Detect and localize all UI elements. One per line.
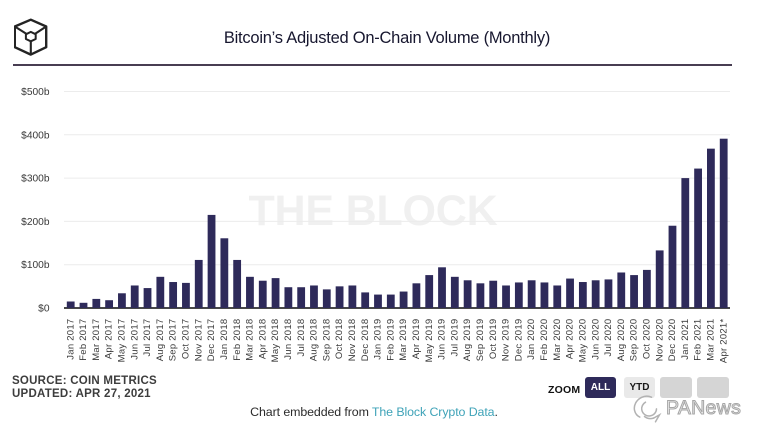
svg-text:Feb 2020: Feb 2020 <box>539 319 550 361</box>
svg-text:Dec 2019: Dec 2019 <box>513 319 524 362</box>
svg-text:Oct 2017: Oct 2017 <box>181 319 192 360</box>
svg-text:Nov 2018: Nov 2018 <box>347 319 358 362</box>
svg-text:Feb 2021: Feb 2021 <box>693 319 704 361</box>
svg-text:$200b: $200b <box>21 217 50 228</box>
svg-text:$500b: $500b <box>21 87 50 98</box>
svg-text:Aug 2020: Aug 2020 <box>616 319 627 362</box>
svg-text:Jan 2018: Jan 2018 <box>219 319 230 360</box>
svg-text:May 2017: May 2017 <box>117 319 128 363</box>
svg-text:$300b: $300b <box>21 174 50 185</box>
svg-text:$0: $0 <box>38 304 50 315</box>
svg-text:$400b: $400b <box>21 130 50 141</box>
svg-text:Feb 2019: Feb 2019 <box>385 319 396 361</box>
svg-text:Sep 2020: Sep 2020 <box>629 319 640 362</box>
svg-text:$100b: $100b <box>21 260 50 271</box>
svg-text:May 2020: May 2020 <box>577 319 588 363</box>
svg-text:Apr 2017: Apr 2017 <box>104 319 115 360</box>
svg-text:Aug 2019: Aug 2019 <box>462 319 473 362</box>
svg-text:Nov 2020: Nov 2020 <box>654 319 665 362</box>
svg-text:Aug 2018: Aug 2018 <box>309 319 320 362</box>
svg-text:Aug 2017: Aug 2017 <box>155 319 166 362</box>
svg-text:Oct 2018: Oct 2018 <box>334 319 345 360</box>
svg-text:Apr 2021*: Apr 2021* <box>718 319 729 364</box>
svg-text:Feb 2017: Feb 2017 <box>78 319 89 361</box>
svg-text:Jan 2017: Jan 2017 <box>65 319 76 360</box>
svg-text:Jun 2018: Jun 2018 <box>283 319 294 360</box>
svg-text:Jun 2019: Jun 2019 <box>437 319 448 360</box>
svg-text:Jul 2017: Jul 2017 <box>142 319 153 357</box>
svg-text:Mar 2019: Mar 2019 <box>398 319 409 361</box>
svg-text:Oct 2020: Oct 2020 <box>641 319 652 360</box>
svg-text:May 2018: May 2018 <box>270 319 281 363</box>
svg-text:Dec 2018: Dec 2018 <box>360 319 371 362</box>
svg-text:Jul 2018: Jul 2018 <box>296 319 307 357</box>
svg-text:Mar 2021: Mar 2021 <box>706 319 717 361</box>
svg-text:Jun 2017: Jun 2017 <box>129 319 140 360</box>
svg-text:THE BLOCK: THE BLOCK <box>248 187 497 235</box>
svg-text:Oct 2019: Oct 2019 <box>488 319 499 360</box>
svg-text:Sep 2019: Sep 2019 <box>475 319 486 362</box>
svg-text:Jul 2020: Jul 2020 <box>603 319 614 357</box>
svg-text:Jan 2021: Jan 2021 <box>680 319 691 360</box>
svg-text:Apr 2019: Apr 2019 <box>411 319 422 360</box>
svg-text:Apr 2018: Apr 2018 <box>257 319 268 360</box>
svg-text:Jul 2019: Jul 2019 <box>449 319 460 357</box>
svg-text:May 2019: May 2019 <box>424 319 435 363</box>
svg-text:Sep 2018: Sep 2018 <box>321 319 332 362</box>
svg-text:Jan 2020: Jan 2020 <box>526 319 537 360</box>
svg-text:Apr 2020: Apr 2020 <box>565 319 576 360</box>
svg-text:Mar 2020: Mar 2020 <box>552 319 563 361</box>
svg-text:Mar 2017: Mar 2017 <box>91 319 102 361</box>
svg-text:Jun 2020: Jun 2020 <box>590 319 601 360</box>
svg-text:Feb 2018: Feb 2018 <box>232 319 243 361</box>
svg-text:Nov 2019: Nov 2019 <box>501 319 512 362</box>
svg-text:Sep 2017: Sep 2017 <box>168 319 179 362</box>
svg-text:Dec 2017: Dec 2017 <box>206 319 217 362</box>
svg-text:Jan 2019: Jan 2019 <box>373 319 384 360</box>
svg-text:Nov 2017: Nov 2017 <box>193 319 204 362</box>
svg-text:Dec 2020: Dec 2020 <box>667 319 678 362</box>
svg-text:Mar 2018: Mar 2018 <box>245 319 256 361</box>
